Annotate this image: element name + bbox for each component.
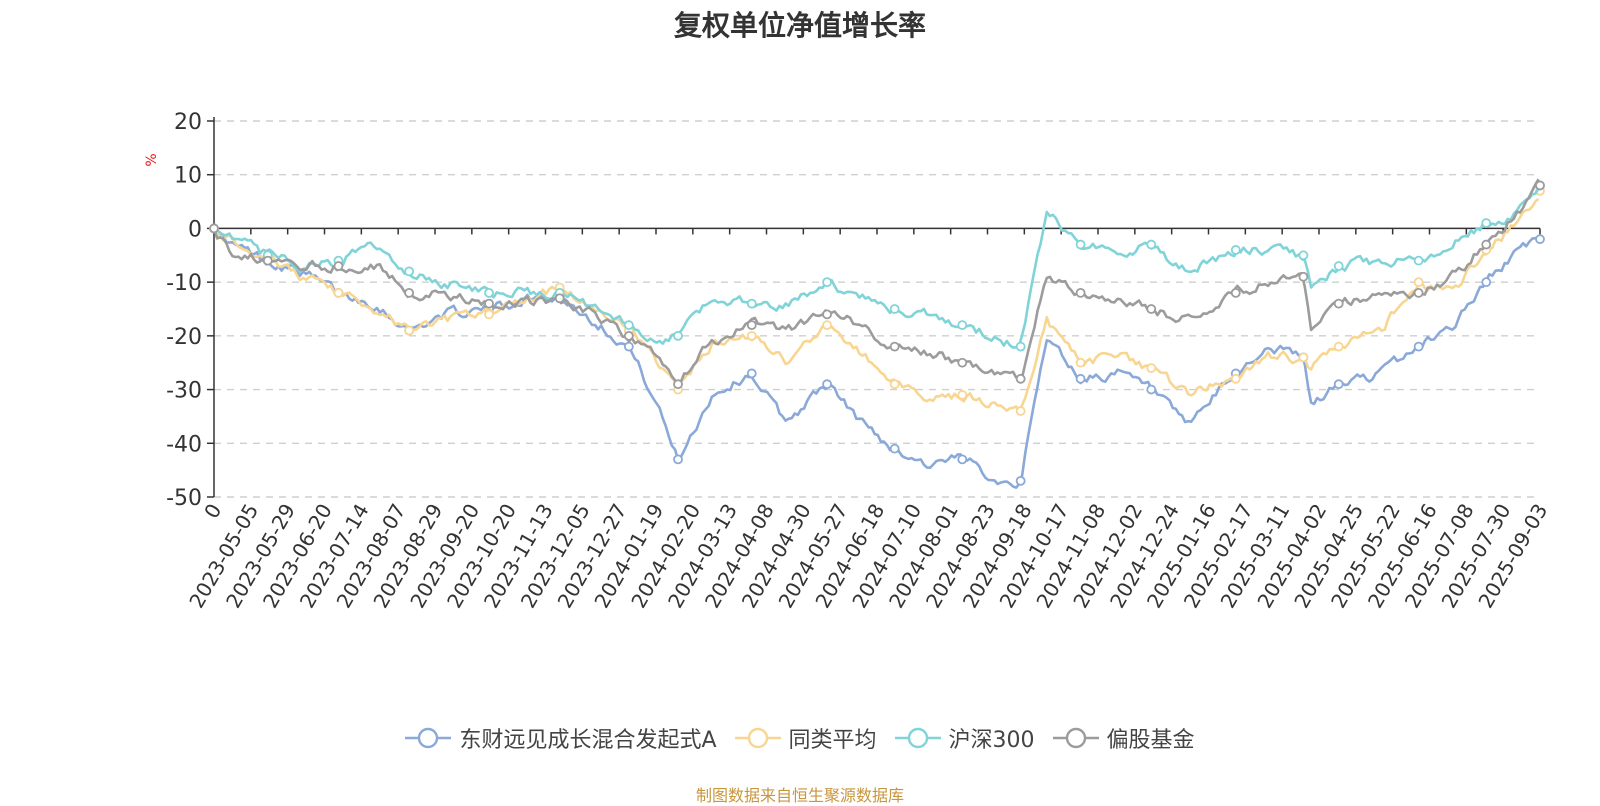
y-tick-label: -20: [166, 325, 202, 350]
series-point: [1333, 298, 1344, 309]
series-point: [209, 223, 219, 234]
series-point: [957, 320, 968, 331]
legend: 东财远见成长混合发起式A 同类平均 沪深300 偏股基金: [0, 722, 1600, 754]
legend-item[interactable]: 沪深300: [894, 722, 1035, 754]
series-point: [1146, 304, 1157, 314]
series-point: [673, 330, 683, 341]
y-axis-unit-label: %: [144, 153, 160, 166]
y-tick-label: 0: [188, 217, 202, 242]
series-point: [1298, 271, 1309, 282]
series-point: [957, 390, 968, 400]
series-point: [1481, 277, 1492, 288]
series-line: [213, 187, 1540, 349]
series-point: [1146, 384, 1157, 395]
series-point: [1298, 352, 1309, 363]
series-point: [1075, 373, 1086, 384]
series-point: [404, 266, 415, 277]
series-point: [1481, 218, 1492, 228]
series-point: [822, 277, 832, 288]
series-point: [1333, 261, 1344, 271]
x-tick-label: 0: [199, 500, 226, 523]
series-point: [1230, 245, 1241, 255]
series-point: [1015, 475, 1026, 486]
series-point: [889, 443, 900, 454]
legend-label: 偏股基金: [1106, 728, 1195, 753]
y-tick-labels: 20 10 0 -10 -20 -30 -40 -50: [166, 110, 202, 511]
series-point: [1146, 239, 1157, 250]
legend-swatch-icon: [894, 727, 941, 749]
series-point: [1535, 234, 1545, 245]
series-line: [212, 227, 1540, 489]
series-point: [1413, 287, 1424, 298]
series-point: [746, 320, 757, 331]
series-point: [746, 330, 757, 341]
legend-label: 沪深300: [948, 728, 1035, 753]
legend-label: 同类平均: [788, 728, 877, 753]
series-point: [404, 287, 415, 298]
series-point: [746, 368, 757, 379]
series-point: [1333, 341, 1344, 352]
series-point: [1075, 239, 1086, 250]
y-tick-label: -50: [166, 486, 202, 511]
x-tick-labels: 02023-05-052023-05-292023-06-202023-07-1…: [184, 500, 1552, 613]
series-point: [262, 255, 273, 266]
series-point: [957, 357, 968, 368]
series-point: [1413, 277, 1424, 288]
y-tick-label: -40: [166, 432, 202, 457]
data-source-note: 制图数据来自恒生聚源数据库: [695, 786, 904, 805]
series-point: [623, 330, 634, 341]
y-tick-label: 10: [174, 164, 202, 189]
series-point: [889, 379, 900, 390]
legend-swatch-icon: [1052, 727, 1099, 749]
legend-item[interactable]: 同类平均: [734, 722, 877, 754]
series-point: [957, 454, 968, 465]
series-point: [1075, 287, 1086, 298]
series-lines: [209, 178, 1545, 489]
series-point: [1413, 341, 1424, 352]
series-point: [1413, 255, 1424, 266]
series-point: [484, 309, 494, 320]
series-point: [673, 454, 683, 465]
series-point: [333, 261, 344, 271]
legend-swatch-icon: [405, 727, 452, 749]
series-point: [746, 298, 757, 309]
series-point: [404, 325, 415, 336]
chart-title: 复权单位净值增长率: [673, 9, 926, 42]
legend-swatch-icon: [734, 727, 781, 749]
series-point: [1230, 287, 1241, 298]
y-tick-label: -10: [166, 271, 202, 296]
series-point: [1146, 363, 1157, 373]
series-point: [889, 341, 900, 352]
series-point: [822, 320, 832, 331]
series-point: [484, 287, 494, 298]
series-point: [1298, 250, 1309, 261]
series-point: [1535, 180, 1545, 191]
series-point: [1015, 341, 1026, 352]
legend-item[interactable]: 偏股基金: [1052, 722, 1195, 754]
series-point: [1481, 239, 1492, 250]
y-tick-label: -30: [166, 379, 202, 404]
series-point: [554, 293, 565, 304]
series-point: [1333, 379, 1344, 390]
series-point: [1015, 406, 1026, 416]
series-line: [212, 197, 1540, 413]
legend-label: 东财远见成长混合发起式A: [459, 728, 717, 753]
y-tick-label: 20: [174, 110, 202, 135]
series-point: [1015, 373, 1026, 384]
legend-item[interactable]: 东财远见成长混合发起式A: [405, 722, 717, 754]
series-point: [623, 320, 634, 331]
series-point: [822, 309, 832, 320]
series-point: [673, 379, 683, 390]
series-point: [1075, 357, 1086, 368]
series-point: [623, 341, 634, 352]
series-point: [333, 287, 344, 298]
grid-lines: [214, 120, 1540, 498]
series-point: [1230, 373, 1241, 384]
series-point: [889, 304, 900, 314]
series-point: [484, 298, 494, 309]
series-point: [822, 379, 832, 390]
series-line: [212, 178, 1540, 385]
